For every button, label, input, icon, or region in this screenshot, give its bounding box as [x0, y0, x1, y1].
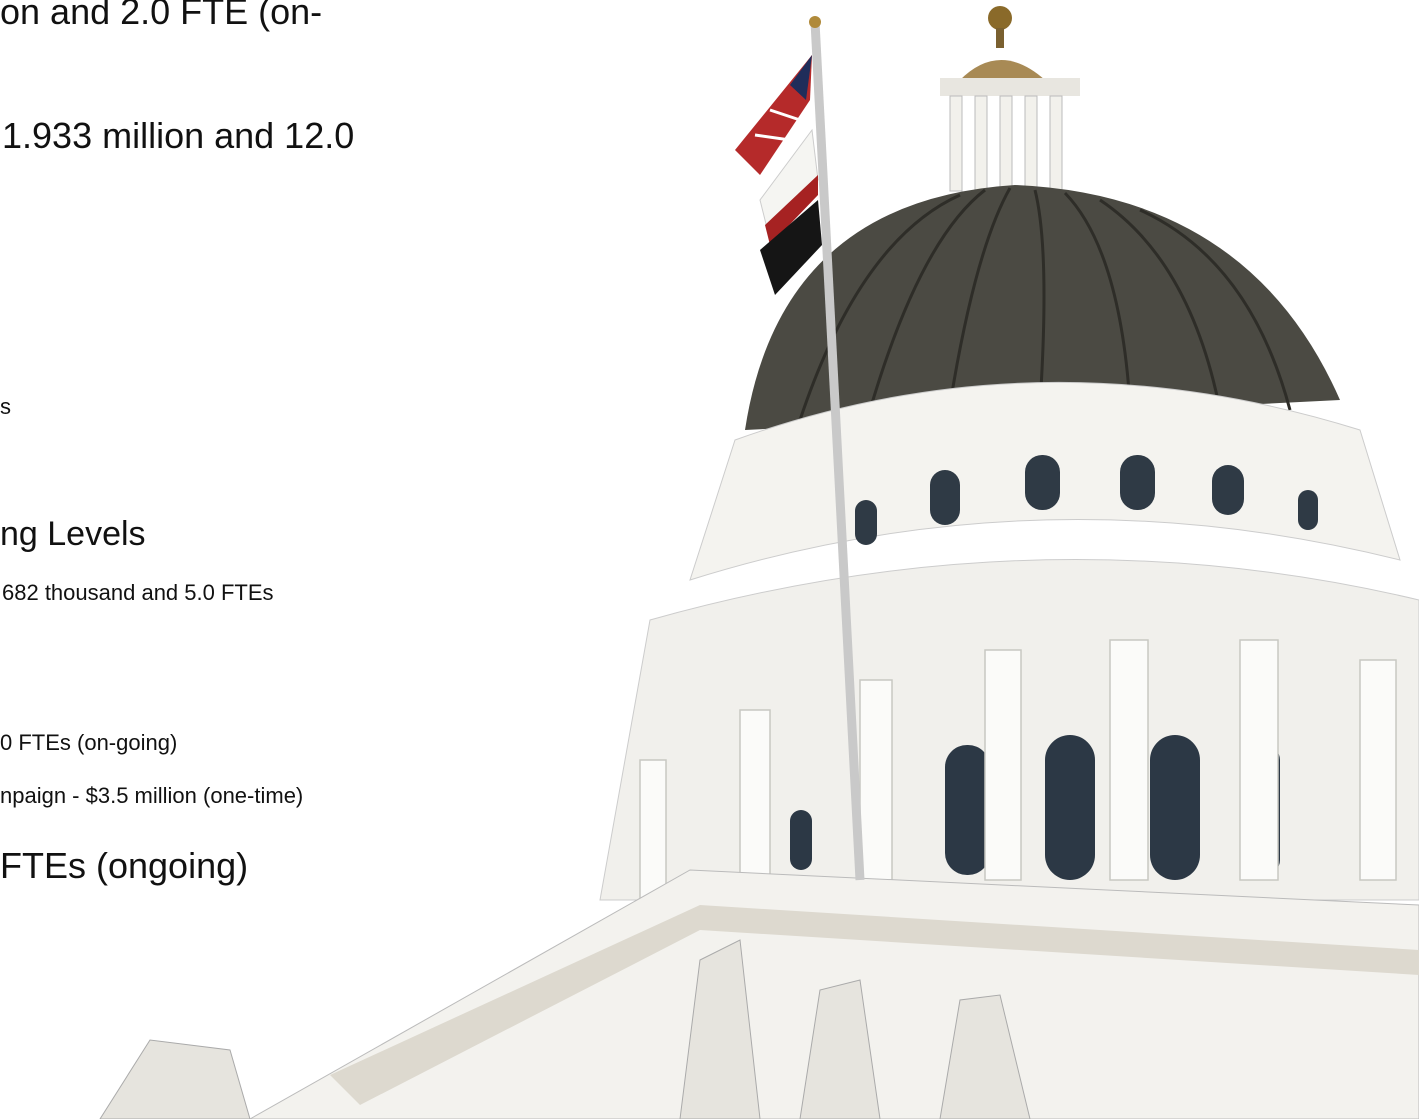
text-line: 0 FTEs (on-going): [0, 730, 177, 755]
slide-text: on and 2.0 FTE (on- 1.933 million and 12…: [0, 0, 354, 886]
text-line: ng Levels: [0, 515, 146, 553]
text-line: s: [0, 394, 11, 419]
text-line: 682 thousand and 5.0 FTEs: [2, 580, 274, 605]
capitol-image: [100, 6, 1419, 1119]
text-line: on and 2.0 FTE (on-: [0, 0, 322, 32]
text-line: npaign - $3.5 million (one-time): [0, 783, 303, 808]
text-line: FTEs (ongoing): [0, 845, 248, 886]
text-line: 1.933 million and 12.0: [2, 115, 354, 156]
slide: on and 2.0 FTE (on- 1.933 million and 12…: [0, 0, 1419, 1119]
page: on and 2.0 FTE (on- 1.933 million and 12…: [0, 0, 1419, 1119]
